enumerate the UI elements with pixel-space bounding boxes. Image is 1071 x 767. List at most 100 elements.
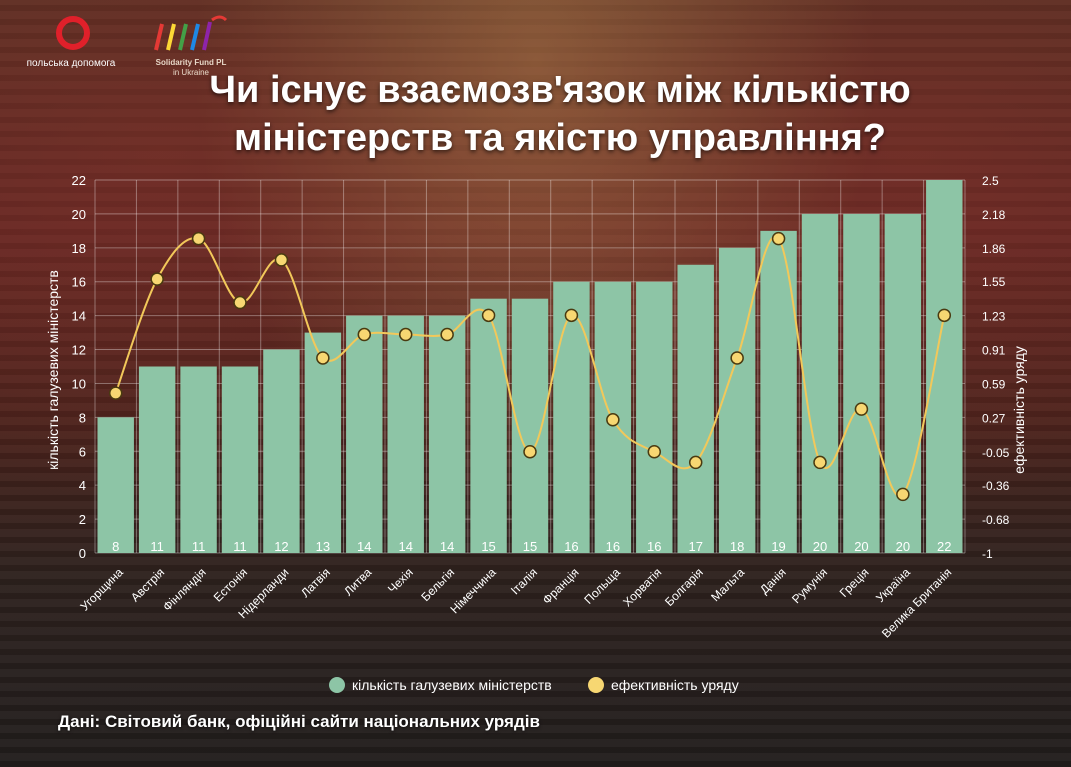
y2-tick-label: 2.5 xyxy=(982,174,999,188)
y2-tick-label: -0.36 xyxy=(982,479,1010,493)
bar xyxy=(304,332,342,553)
bar-value-label: 20 xyxy=(854,539,868,554)
polish-aid-logo: польська допомога xyxy=(16,14,126,74)
solidarity-fund-line2: in Ukraine xyxy=(172,68,209,77)
bar xyxy=(843,213,880,553)
solidarity-fund-logo: Solidarity Fund PL in Ukraine xyxy=(146,10,236,80)
bars xyxy=(97,180,963,553)
legend-bars-marker xyxy=(329,677,345,693)
legend-line-label: ефективність уряду xyxy=(611,677,739,693)
bar-value-label: 15 xyxy=(523,539,537,554)
x-tick-label: Бельгія xyxy=(418,565,457,604)
y-tick-label: 2 xyxy=(79,512,86,527)
bar-value-label: 11 xyxy=(150,539,164,554)
efficiency-point xyxy=(316,351,330,365)
efficiency-point xyxy=(481,308,496,323)
bar-value-label: 16 xyxy=(647,539,661,554)
bar xyxy=(263,349,300,553)
y-tick-label: 16 xyxy=(72,275,86,290)
y-axis-right: -1 -0.68 -0.36 -0.05 0.27 0.59 0.91 1.23 1.55 1.8… xyxy=(982,174,1010,561)
y-axis-left: 0 2 4 6 8 10 12 14 16 18 20 22 xyxy=(72,173,86,561)
y2-tick-label: 1.86 xyxy=(982,242,1006,256)
efficiency-point xyxy=(523,445,537,459)
y-tick-label: 0 xyxy=(79,546,86,561)
y2-tick-label: 0.91 xyxy=(982,343,1006,357)
efficiency-point xyxy=(647,445,662,459)
y2-tick-label: 0.59 xyxy=(982,378,1006,392)
bar-value-label: 22 xyxy=(937,539,951,554)
bar xyxy=(677,264,714,553)
x-tick-label: Естонія xyxy=(211,565,250,604)
bar-value-label: 16 xyxy=(564,539,578,554)
bar-value-label: 13 xyxy=(316,539,330,554)
bar-value-label: 19 xyxy=(771,539,785,554)
x-tick-label: Угорщина xyxy=(77,565,126,614)
solidarity-fund-line1: Solidarity Fund PL xyxy=(155,58,227,67)
bar xyxy=(760,230,797,553)
bar xyxy=(801,213,839,553)
bar-value-label: 14 xyxy=(357,539,371,554)
bar-value-label: 18 xyxy=(730,539,744,554)
efficiency-point xyxy=(233,295,247,310)
x-tick-label: Латвія xyxy=(298,565,333,600)
bar-value-label: 14 xyxy=(398,539,412,554)
bar xyxy=(387,315,424,553)
y2-tick-label: 2.18 xyxy=(982,208,1006,222)
x-tick-label: Мальта xyxy=(708,565,747,604)
bar xyxy=(428,315,466,553)
bar-value-label: 20 xyxy=(813,539,827,554)
bar-labels: 8 11 11 11 12 13 14 14 14 15 15 16 16 16 17 18 19 20 20 20 2… xyxy=(112,539,951,554)
efficiency-point xyxy=(108,386,123,400)
bar-value-label: 8 xyxy=(112,539,119,554)
bar-value-label: 11 xyxy=(233,539,247,554)
polish-aid-label: польська допомога xyxy=(26,58,116,69)
x-tick-label: Болгарія xyxy=(662,565,706,609)
chart-title-line1: Чи існує взаємозв'язок між кількістю xyxy=(209,69,911,111)
x-tick-label: Хорватія xyxy=(620,565,664,609)
efficiency-point xyxy=(854,402,869,416)
efficiency-point xyxy=(730,351,744,365)
bar-value-label: 20 xyxy=(896,539,910,554)
efficiency-point xyxy=(937,308,952,323)
x-tick-label: Румунія xyxy=(789,565,830,606)
efficiency-point xyxy=(440,327,454,342)
y-tick-label: 20 xyxy=(72,207,86,222)
x-tick-label: Чехія xyxy=(385,565,416,596)
efficiency-point xyxy=(357,327,372,342)
y-tick-label: 6 xyxy=(79,444,86,459)
y2-tick-label: -0.05 xyxy=(982,446,1010,460)
efficiency-point xyxy=(564,308,579,323)
bar-value-label: 14 xyxy=(440,539,454,554)
bar-value-label: 12 xyxy=(274,539,288,554)
y2-tick-label: -0.68 xyxy=(982,513,1010,527)
x-tick-label: Данія xyxy=(757,565,789,597)
x-tick-label: Фінляндія xyxy=(160,565,209,614)
bar xyxy=(180,366,217,553)
y-tick-label: 22 xyxy=(72,173,86,188)
efficiency-point xyxy=(191,231,206,246)
x-tick-label: Польща xyxy=(581,565,623,607)
x-tick-label: Литва xyxy=(341,565,374,598)
polish-aid-ring-icon xyxy=(56,16,90,50)
y-tick-label: 12 xyxy=(72,343,86,358)
y-tick-label: 8 xyxy=(79,410,86,425)
x-tick-label: Велика Британія xyxy=(879,565,954,640)
legend-bars-label: кількість галузевих міністерств xyxy=(352,677,552,693)
efficiency-line xyxy=(108,231,952,502)
efficiency-point xyxy=(606,413,620,427)
source-note: Дані: Світовий банк, офіційні сайти наці… xyxy=(58,712,540,731)
bar xyxy=(221,366,259,553)
x-tick-label: Франція xyxy=(540,565,582,607)
y2-tick-label: 0.27 xyxy=(982,412,1006,426)
x-tick-label: Греція xyxy=(837,565,872,600)
y-tick-label: 14 xyxy=(72,309,86,324)
y2-tick-label: -1 xyxy=(982,547,993,561)
bar xyxy=(470,298,507,553)
bar-value-label: 17 xyxy=(688,539,702,554)
efficiency-point xyxy=(150,272,164,286)
bar xyxy=(718,247,756,553)
y2-tick-label: 1.55 xyxy=(982,275,1006,289)
y-tick-label: 18 xyxy=(72,241,86,256)
